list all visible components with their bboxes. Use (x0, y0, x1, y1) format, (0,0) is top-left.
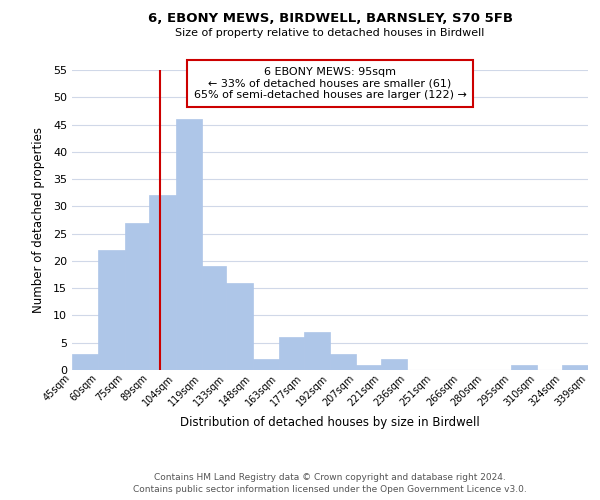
Bar (279, 338, 304, 370)
Text: Contains HM Land Registry data © Crown copyright and database right 2024.: Contains HM Land Registry data © Crown c… (154, 472, 506, 482)
Bar (253, 359, 279, 370)
Bar (72, 354, 98, 370)
Text: 6, EBONY MEWS, BIRDWELL, BARNSLEY, S70 5FB: 6, EBONY MEWS, BIRDWELL, BARNSLEY, S70 5… (148, 12, 512, 26)
Bar (381, 359, 407, 370)
Bar (330, 354, 356, 370)
Text: Contains public sector information licensed under the Open Government Licence v3: Contains public sector information licen… (133, 485, 527, 494)
Bar (149, 196, 176, 370)
Bar (202, 266, 226, 370)
Y-axis label: Number of detached properties: Number of detached properties (32, 127, 44, 313)
Text: 6 EBONY MEWS: 95sqm
← 33% of detached houses are smaller (61)
65% of semi-detach: 6 EBONY MEWS: 95sqm ← 33% of detached ho… (194, 67, 466, 100)
Bar (304, 332, 330, 370)
Bar (176, 119, 202, 370)
Bar (562, 364, 588, 370)
Bar (98, 250, 125, 370)
Bar (125, 222, 149, 370)
Text: Size of property relative to detached houses in Birdwell: Size of property relative to detached ho… (175, 28, 485, 38)
Bar (226, 282, 253, 370)
Bar (356, 364, 381, 370)
X-axis label: Distribution of detached houses by size in Birdwell: Distribution of detached houses by size … (180, 416, 480, 429)
Bar (511, 364, 537, 370)
